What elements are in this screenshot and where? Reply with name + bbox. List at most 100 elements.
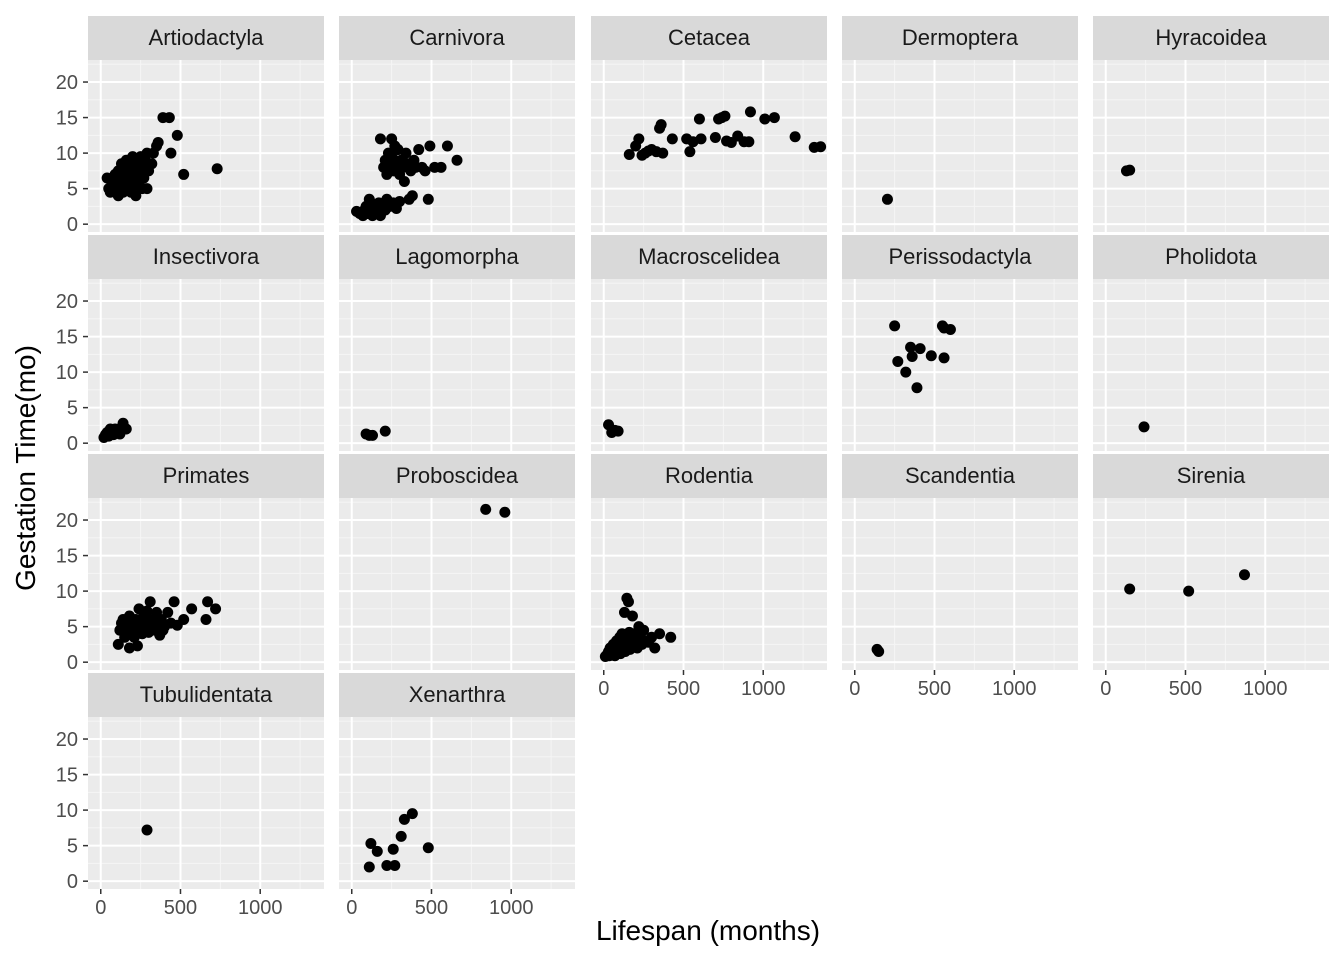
data-point (480, 503, 492, 515)
data-point (400, 147, 412, 159)
data-point (144, 596, 156, 608)
facet-label: Cetacea (668, 25, 751, 50)
data-point (622, 596, 634, 608)
data-point (684, 146, 696, 158)
data-point (1124, 583, 1136, 595)
data-point (638, 624, 650, 636)
facet-strip (842, 454, 1078, 498)
facet-strip (1093, 16, 1329, 60)
facet-label: Lagomorpha (395, 244, 519, 269)
data-point (178, 614, 190, 626)
data-point (120, 423, 132, 435)
facet-strip (339, 454, 575, 498)
x-tick-label: 0 (849, 678, 860, 700)
panel-background (1093, 279, 1329, 451)
data-point (130, 190, 142, 202)
data-point (406, 190, 418, 202)
panel-background (842, 498, 1078, 670)
data-point (424, 140, 436, 152)
facet-panel: Scandentia 0 500 1000 (842, 454, 1078, 700)
data-point (612, 425, 624, 437)
y-tick-label: 15 (56, 327, 78, 349)
data-point (363, 861, 375, 873)
data-point (146, 158, 158, 170)
facet-strip (339, 673, 575, 717)
facet-panel: Hyracoidea (1093, 16, 1329, 232)
facet-label: Rodentia (665, 463, 754, 488)
facet-strip (591, 454, 827, 498)
facet-strip (591, 16, 827, 60)
facet-label: Tubulidentata (140, 682, 273, 707)
data-point (451, 154, 463, 166)
data-point (719, 110, 731, 122)
x-tick-label: 500 (667, 678, 700, 700)
facet-panel: Lagomorpha (339, 235, 575, 451)
y-tick-label: 10 (56, 581, 78, 603)
panel-background (339, 498, 575, 670)
data-point (666, 133, 678, 145)
facet-label: Pholidota (1165, 244, 1258, 269)
facet-strip (1093, 235, 1329, 279)
data-point (374, 133, 386, 145)
panel-background (339, 279, 575, 451)
data-point (633, 133, 645, 145)
facet-label: Hyracoidea (1155, 25, 1267, 50)
data-point (925, 350, 937, 362)
facet-panel: Xenarthra 0 500 1000 (339, 673, 575, 919)
x-tick-label: 1000 (1243, 678, 1288, 700)
data-point (665, 631, 677, 643)
y-tick-label: 20 (56, 510, 78, 532)
facet-panel: Tubulidentata 0 5 10 15 20 0 500 1000 (56, 673, 324, 919)
data-point (413, 144, 425, 156)
facet-panel: Pholidota (1093, 235, 1329, 451)
x-tick-label: 1000 (489, 897, 534, 919)
facet-label: Carnivora (409, 25, 505, 50)
data-point (1138, 421, 1150, 433)
data-point (938, 352, 950, 364)
facet-label: Scandentia (905, 463, 1016, 488)
data-point (200, 614, 212, 626)
facet-strip (842, 16, 1078, 60)
data-point (395, 830, 407, 842)
y-tick-label: 5 (67, 836, 78, 858)
data-point (163, 112, 175, 124)
x-tick-label: 1000 (238, 897, 283, 919)
data-point (211, 163, 223, 175)
data-point (499, 506, 511, 518)
data-point (1183, 585, 1195, 597)
data-point (141, 824, 153, 836)
data-point (906, 350, 918, 362)
data-point (744, 106, 756, 118)
y-tick-label: 15 (56, 108, 78, 130)
data-point (900, 366, 912, 378)
facet-label: Dermoptera (902, 25, 1019, 50)
x-tick-label: 1000 (992, 678, 1037, 700)
data-point (419, 165, 431, 177)
data-point (152, 136, 164, 148)
data-point (873, 646, 885, 658)
data-point (441, 140, 453, 152)
y-tick-label: 20 (56, 729, 78, 751)
y-tick-label: 5 (67, 398, 78, 420)
facet-label: Insectivora (153, 244, 260, 269)
facet-panel: Rodentia 0 500 1000 (591, 454, 827, 700)
data-point (165, 147, 177, 159)
data-point (435, 161, 447, 173)
x-tick-label: 0 (346, 897, 357, 919)
data-point (168, 596, 180, 608)
data-point (657, 147, 669, 159)
data-point (623, 149, 635, 161)
data-point (178, 168, 190, 180)
data-point (389, 860, 401, 872)
x-tick-label: 1000 (741, 678, 786, 700)
data-point (914, 343, 926, 355)
y-tick-label: 15 (56, 546, 78, 568)
y-tick-label: 0 (67, 214, 78, 236)
y-tick-label: 20 (56, 291, 78, 313)
data-point (911, 382, 923, 394)
facet-panel: Macroscelidea (591, 235, 827, 451)
facet-panel: Artiodactyla 0 5 10 15 20 (56, 16, 324, 236)
data-point (654, 628, 666, 640)
data-point (768, 112, 780, 124)
data-point (889, 320, 901, 332)
